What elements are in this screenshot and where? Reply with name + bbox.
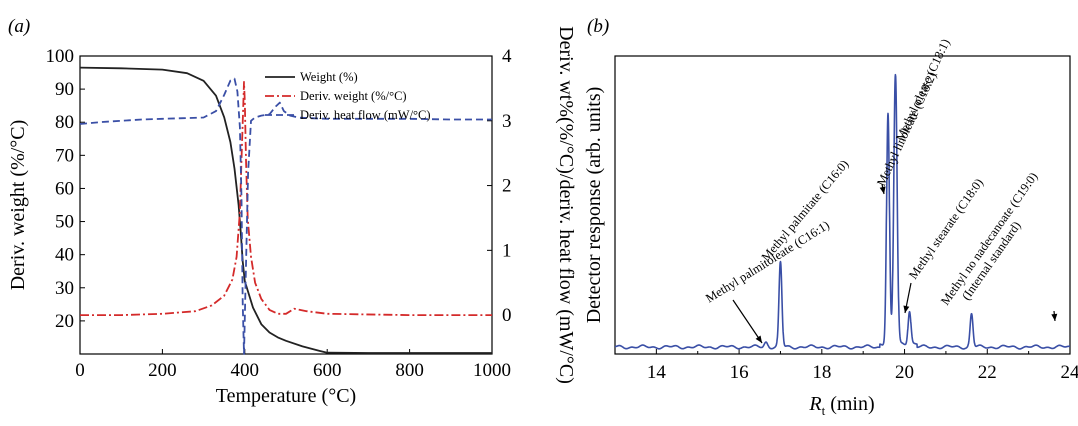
x-tick-label: 18 — [812, 362, 831, 383]
left-tick-label: 70 — [55, 145, 74, 166]
legend-entry: Deriv. heat flow (mW/°C) — [300, 108, 431, 122]
left-tick-label: 60 — [55, 178, 74, 199]
x-tick-label: 16 — [730, 362, 749, 383]
right-tick-label: 0 — [502, 305, 512, 326]
series-line-2 — [80, 81, 492, 317]
x-tick-label: 400 — [231, 360, 260, 381]
panel-b-plot-frame — [614, 55, 1071, 355]
left-tick-label: 80 — [55, 112, 74, 133]
peak-annotation: Methyl palmitate (C16:0) — [759, 157, 852, 264]
right-tick-label: 2 — [502, 176, 512, 197]
x-tick-label: 200 — [148, 360, 177, 381]
annotation-arrowhead — [879, 186, 886, 194]
x-tick-label: 600 — [313, 360, 342, 381]
panel-a-label: (a) — [8, 16, 30, 37]
panel-b-series — [614, 73, 1071, 350]
annotation-arrowhead — [755, 335, 762, 343]
panel-a-x-ticks: 0 200 400 600 800 1000 — [75, 349, 511, 381]
left-tick-label: 90 — [55, 79, 74, 100]
x-tick-label: 800 — [395, 360, 424, 381]
panel-b-y-axis-label: Detector response (arb. units) — [583, 87, 605, 324]
x-tick-label: 1000 — [473, 360, 511, 381]
panel-a-left-ticks: 20 30 40 50 60 70 80 90 100 — [46, 46, 85, 332]
panel-a-right-ticks: 0 1 2 3 4 — [487, 46, 512, 326]
legend-entry: Weight (%) — [300, 70, 358, 84]
x-tick-label: 24 — [1061, 362, 1078, 383]
panel-a-series — [79, 66, 492, 355]
panel-b: (b) 14 16 18 20 22 24 Methyl palmitoleate (C1… — [583, 16, 1078, 418]
panel-a: (a) 0 200 400 600 800 1000 203040506070809010… — [7, 16, 577, 407]
annotation-arrow — [732, 299, 763, 344]
panel-a-plot-frame — [79, 55, 493, 355]
panel-b-label: (b) — [587, 16, 609, 37]
peak-annotation: Methyl no nadecanoate (C19:0) — [938, 170, 1040, 308]
panel-b-x-axis-label: Rt (min) — [808, 393, 874, 418]
annotation-arrowhead — [903, 305, 910, 313]
series-line-1 — [79, 66, 492, 354]
x-tick-label: 20 — [895, 362, 914, 383]
left-tick-label: 20 — [55, 311, 74, 332]
series-line-3 — [79, 77, 492, 355]
right-tick-label: 4 — [502, 46, 512, 67]
annotation-arrowhead — [1051, 313, 1058, 321]
panel-a-legend: Weight (%) Deriv. weight (%/°C) Deriv. hea… — [265, 70, 431, 122]
chromatogram-trace — [614, 73, 1071, 350]
panel-a-right-axis-label: Deriv. wt%(%/°C)/deriv. heat flow (mW/°C… — [555, 26, 577, 384]
peak-annotation: Methyl oleate (C18:1) — [893, 37, 953, 144]
left-tick-label: 40 — [55, 245, 74, 266]
panel-b-x-ticks: 14 16 18 20 22 24 — [614, 349, 1078, 383]
right-tick-label: 3 — [502, 111, 512, 132]
x-tick-label: 14 — [647, 362, 667, 383]
panel-a-x-axis-label: Temperature (°C) — [216, 385, 356, 407]
panel-a-left-axis-label: Deriv. weight (%/°C) — [7, 120, 29, 291]
legend-entry: Deriv. weight (%/°C) — [300, 89, 407, 103]
right-tick-label: 1 — [502, 240, 512, 261]
x-tick-label: 22 — [978, 362, 997, 383]
left-tick-label: 30 — [55, 278, 74, 299]
left-tick-label: 100 — [46, 46, 75, 67]
x-tick-label: 0 — [75, 360, 85, 381]
panel-b-annotations: Methyl palmitoleate (C16:1)Methyl palmit… — [703, 37, 1058, 344]
left-tick-label: 50 — [55, 212, 74, 233]
